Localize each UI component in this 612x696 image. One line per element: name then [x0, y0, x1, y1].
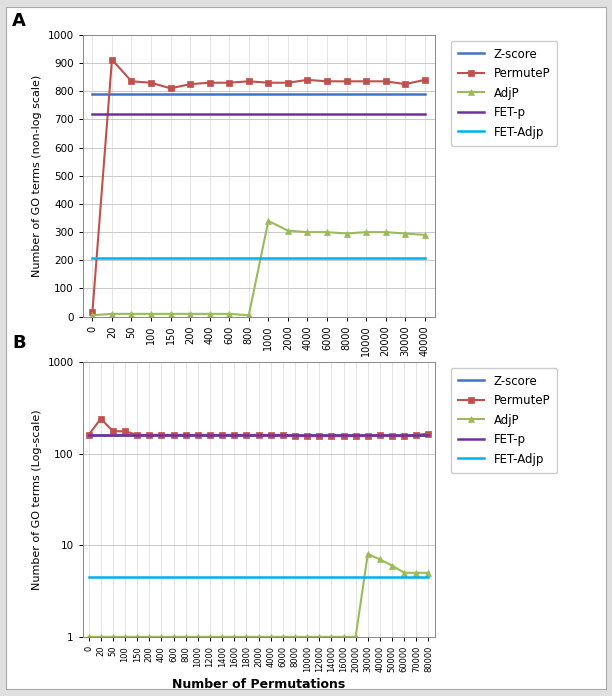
Text: A: A	[12, 12, 26, 30]
Text: B: B	[12, 334, 26, 352]
Y-axis label: Number of GO terms (non-log scale): Number of GO terms (non-log scale)	[32, 74, 42, 277]
X-axis label: Number of Permutations: Number of Permutations	[172, 362, 345, 375]
Legend: Z-score, PermuteP, AdjP, FET-p, FET-Adjp: Z-score, PermuteP, AdjP, FET-p, FET-Adjp	[451, 367, 557, 473]
X-axis label: Number of Permutations: Number of Permutations	[172, 678, 345, 691]
Legend: Z-score, PermuteP, AdjP, FET-p, FET-Adjp: Z-score, PermuteP, AdjP, FET-p, FET-Adjp	[451, 40, 557, 146]
Y-axis label: Number of GO terms (Log-scale): Number of GO terms (Log-scale)	[32, 409, 42, 590]
